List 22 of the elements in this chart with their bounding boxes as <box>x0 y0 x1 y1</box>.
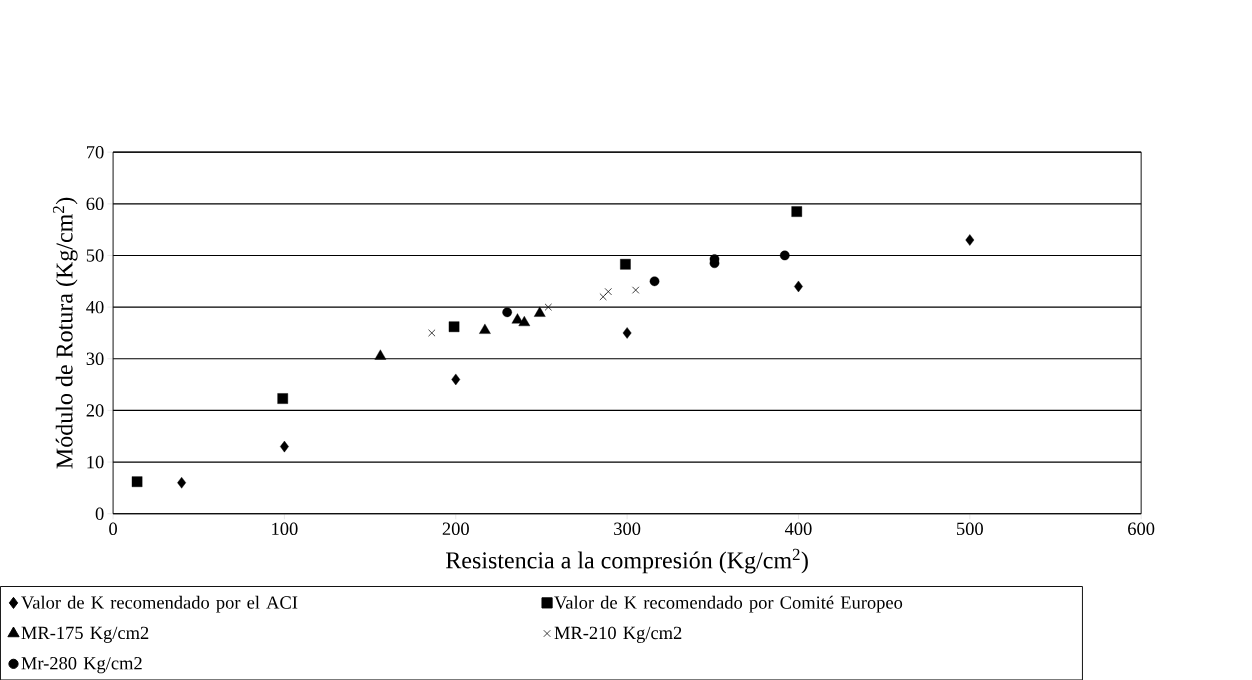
y-tick-label: 0 <box>95 507 104 520</box>
y-tick-label: 40 <box>86 300 104 314</box>
x-tick-label: 300 <box>614 522 641 535</box>
x-tick-label: 200 <box>442 522 469 535</box>
y-axis-title: Módulo de Rotura (Kg/cm$^{2}$) <box>52 197 78 469</box>
legend-label: Valor de K recomendado por el ACI <box>21 595 298 613</box>
y-tick-label: 50 <box>86 249 104 262</box>
x-axis-title: Resistencia a la compresión (Kg/cm$^{2}$) <box>446 548 808 574</box>
legend-label: MR-175 Kg/cm2 <box>21 626 149 643</box>
legend-label: Valor de K recomendado por Comité Europeo <box>554 595 903 613</box>
x-tick-label: 500 <box>957 522 983 535</box>
legend-label: MR-210 Kg/cm2 <box>554 626 682 643</box>
x-tick-label: 0 <box>109 522 117 535</box>
x-tick-label: 100 <box>272 522 298 535</box>
x-tick-label: 600 <box>1128 522 1155 535</box>
y-tick-label: 30 <box>86 352 104 365</box>
x-tick-label: 400 <box>784 522 812 535</box>
y-tick-label: 10 <box>87 455 104 469</box>
legend-label: Mr-280 Kg/cm2 <box>21 656 142 674</box>
y-tick-label: 70 <box>87 145 104 159</box>
y-tick-label: 60 <box>86 197 104 210</box>
y-tick-label: 20 <box>86 403 104 417</box>
